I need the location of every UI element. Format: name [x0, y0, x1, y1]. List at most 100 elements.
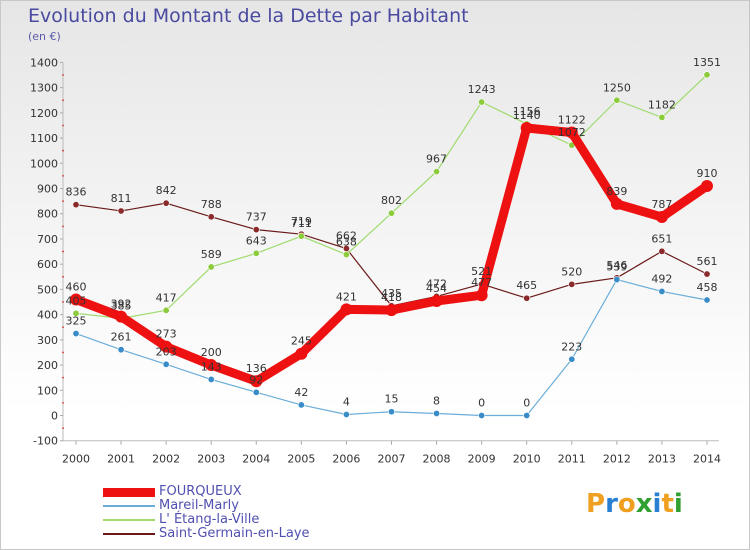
y-tick-label: 1300 [30, 82, 58, 95]
data-point [115, 310, 128, 323]
legend-label: FOURQUEUX [159, 484, 242, 499]
legend-swatch [103, 487, 155, 497]
legend-item: Mareil-Marly [103, 499, 310, 513]
y-tick-label: 1000 [30, 157, 58, 170]
y-minor-tick [62, 149, 64, 152]
data-point [703, 296, 711, 304]
x-tick-label: 2005 [287, 453, 315, 466]
data-label: 203 [156, 345, 177, 358]
data-point [433, 168, 441, 176]
data-label: 967 [426, 153, 447, 166]
data-point [72, 201, 80, 209]
series-l-tang-la-ville [72, 71, 711, 322]
y-minor-tick [62, 200, 64, 203]
y-minor-tick [62, 427, 64, 430]
data-point [520, 121, 533, 134]
y-minor-tick [62, 326, 64, 329]
y-tick-label: 1400 [30, 56, 58, 69]
data-label: 711 [291, 217, 312, 230]
unit-label: (en €) [28, 30, 61, 43]
legend-label: L' Étang-la-Ville [159, 512, 260, 527]
legend-label: Saint-Germain-en-Laye [159, 526, 310, 541]
y-tick-label: 1100 [30, 132, 58, 145]
data-label: 910 [696, 167, 717, 180]
data-point [568, 355, 576, 363]
x-tick-label: 2013 [648, 453, 676, 466]
data-label: 1072 [558, 126, 586, 139]
y-minor-tick [62, 250, 64, 253]
data-point [385, 304, 398, 317]
logo-letter: i [652, 489, 662, 519]
chart-title: Evolution du Montant de la Dette par Hab… [28, 5, 469, 27]
data-point [565, 126, 578, 139]
data-label: 472 [426, 277, 447, 290]
x-tick-label: 2004 [242, 453, 270, 466]
data-label: 92 [249, 373, 263, 386]
data-point [478, 98, 486, 106]
x-tick-label: 2011 [558, 453, 586, 466]
y-tick-label: 600 [37, 258, 58, 271]
legend-item: FOURQUEUX [103, 485, 310, 499]
data-label: 454 [426, 282, 447, 295]
data-label: 0 [523, 397, 530, 410]
x-tick-label: 2001 [107, 453, 135, 466]
x-tick-label: 2008 [423, 453, 451, 466]
y-tick-label: 100 [37, 384, 58, 397]
y-tick-label: -100 [33, 435, 58, 448]
logo-letter: P [586, 489, 606, 519]
y-tick-label: 700 [37, 233, 58, 246]
x-tick-label: 2006 [332, 453, 360, 466]
data-point [703, 270, 711, 278]
data-label: 42 [294, 386, 308, 399]
data-point [523, 294, 531, 302]
logo-letter: t [661, 489, 674, 519]
x-tick-label: 2002 [152, 453, 180, 466]
data-point [297, 232, 305, 240]
data-point [162, 199, 170, 207]
data-label: 811 [111, 192, 132, 205]
y-minor-tick [62, 99, 64, 102]
data-label: 1140 [513, 109, 541, 122]
data-point [342, 410, 350, 418]
data-label: 589 [201, 248, 222, 261]
data-label: 143 [201, 360, 222, 373]
data-point [205, 359, 218, 372]
data-label: 460 [66, 280, 87, 293]
data-label: 836 [66, 186, 87, 199]
data-label: 405 [66, 294, 87, 307]
data-label: 643 [246, 234, 267, 247]
x-tick-label: 2010 [513, 453, 541, 466]
y-minor-tick [62, 74, 64, 76]
data-point [207, 263, 215, 271]
data-point [295, 347, 308, 360]
data-label: 839 [606, 185, 627, 198]
y-tick-label: 500 [37, 283, 58, 296]
data-label: 325 [66, 315, 87, 328]
data-label: 15 [384, 393, 398, 406]
y-tick-label: 0 [51, 410, 58, 423]
data-label: 223 [561, 340, 582, 353]
y-tick-label: 200 [37, 359, 58, 372]
y-tick-label: 300 [37, 334, 58, 347]
y-minor-tick [62, 124, 64, 127]
data-label: 1182 [648, 98, 676, 111]
legend-item: Saint-Germain-en-Laye [103, 527, 310, 541]
data-label: 1122 [558, 114, 586, 127]
y-tick-label: 1200 [30, 107, 58, 120]
data-point [207, 213, 215, 221]
data-point [430, 295, 443, 308]
data-point [162, 360, 170, 368]
data-point [478, 411, 486, 419]
data-label: 521 [471, 265, 492, 278]
logo-letter: x [635, 489, 653, 519]
data-label: 261 [111, 331, 132, 344]
legend-label: Mareil-Marly [159, 498, 239, 513]
y-minor-tick [62, 225, 64, 228]
data-point [613, 96, 621, 104]
data-label: 842 [156, 184, 177, 197]
y-tick-label: 800 [37, 208, 58, 221]
data-label: 638 [336, 236, 357, 249]
data-point [72, 309, 80, 317]
data-label: 273 [156, 328, 177, 341]
data-label: 418 [381, 291, 402, 304]
